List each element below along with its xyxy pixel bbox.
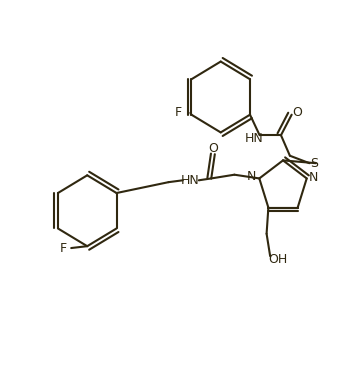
- Text: N: N: [247, 170, 256, 183]
- Text: O: O: [208, 142, 218, 155]
- Text: S: S: [310, 157, 318, 170]
- Text: N: N: [309, 171, 319, 184]
- Text: F: F: [59, 242, 67, 254]
- Text: F: F: [175, 106, 182, 119]
- Text: HN: HN: [180, 174, 199, 187]
- Text: OH: OH: [268, 253, 288, 266]
- Text: O: O: [292, 106, 302, 119]
- Text: HN: HN: [245, 132, 264, 145]
